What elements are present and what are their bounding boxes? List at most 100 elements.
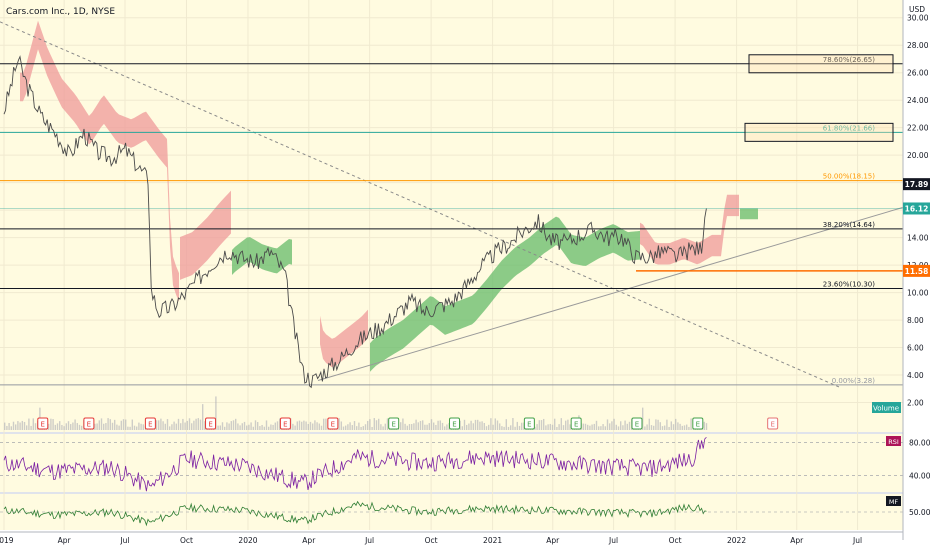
volume-bar [19, 422, 21, 430]
volume-bar [325, 418, 327, 430]
volume-bar [76, 423, 78, 430]
volume-bar [105, 423, 107, 430]
volume-bar [492, 424, 494, 430]
volume-bar [404, 423, 406, 430]
volume-bar [166, 419, 169, 430]
volume-bar [496, 420, 499, 430]
volume-bar [17, 421, 19, 430]
volume-bar [263, 426, 265, 430]
volume-bar [505, 419, 507, 430]
price-badge-text: 17.89 [905, 180, 929, 189]
volume-bar [433, 422, 435, 430]
volume-bar [439, 420, 441, 430]
earnings-marker [692, 417, 704, 430]
volume-bar [48, 423, 50, 430]
volume-bar [606, 419, 609, 430]
volume-bar [318, 423, 320, 430]
rsi-badge [886, 436, 901, 446]
y-tick-label: 24.00 [907, 96, 929, 105]
volume-bar [681, 425, 683, 430]
volume-bar [369, 419, 371, 430]
earnings-marker [327, 417, 339, 430]
volume-bar [12, 421, 15, 430]
chart-title: Cars.com Inc., 1D, NYSE [6, 7, 115, 17]
earnings-marker-letter: E [696, 421, 700, 429]
y-tick-label: 10.00 [907, 289, 929, 298]
volume-bar [441, 422, 444, 430]
volume-bar [466, 424, 468, 430]
volume-bar [444, 426, 446, 430]
pane-divider [0, 432, 903, 434]
volume-bar [193, 420, 195, 430]
price-badge-text: 11.58 [905, 267, 929, 276]
volume-bar [602, 424, 604, 430]
volume-bar [50, 418, 52, 430]
price-badge [903, 202, 930, 215]
x-tick-label: 2021 [483, 536, 502, 545]
rsi-pane[interactable] [0, 434, 903, 492]
volume-bar [406, 425, 408, 430]
volume-bar [595, 420, 598, 430]
volume-bar [461, 426, 463, 430]
volume-bar [182, 418, 184, 430]
volume-bar [171, 424, 173, 430]
earnings-marker-letter: E [41, 421, 45, 429]
volume-bar [221, 422, 224, 430]
volume-bar [474, 419, 477, 430]
volume-bar [481, 421, 483, 430]
volume-bar [672, 424, 675, 430]
volume-bar [239, 425, 241, 430]
earnings-marker-letter: E [770, 421, 774, 429]
volume-bar [661, 426, 664, 430]
volume-bar [316, 422, 318, 430]
volume-label: Volume [873, 405, 899, 413]
volume-bar [250, 422, 252, 430]
volume-bar [257, 422, 259, 430]
volume-bar [305, 421, 307, 430]
volume-bar [703, 421, 705, 430]
volume-bar [237, 423, 239, 430]
price-badge [903, 178, 930, 191]
volume-bar [52, 419, 54, 430]
volume-bar [556, 426, 558, 430]
volume-bar [510, 425, 512, 430]
volume-bar [382, 426, 384, 430]
volume-bar [72, 422, 74, 430]
volume-bar [518, 425, 521, 430]
earnings-marker-letter: E [452, 421, 456, 429]
volume-bar [30, 425, 32, 430]
volume-bar [490, 418, 492, 430]
volume-bar [100, 418, 103, 430]
volume-bar [109, 419, 111, 430]
volume-bar [243, 421, 246, 430]
volume-bar [686, 424, 688, 430]
volume-bar [664, 425, 666, 430]
volume-bar [419, 420, 422, 430]
fib-box [744, 122, 894, 142]
volume-bar [422, 420, 424, 430]
volume-bar [70, 424, 72, 430]
volume-bar [620, 421, 622, 430]
volume-bar [459, 420, 461, 430]
y-tick-label: 30.00 [907, 14, 929, 23]
volume-bar [499, 423, 501, 430]
y-tick-label: 14.00 [907, 234, 929, 243]
fib-label: 50.00%(18.15) [823, 173, 875, 181]
volume-bar [402, 418, 404, 430]
volume-bar [690, 418, 692, 430]
volume-bar [272, 424, 274, 430]
volume-bar [125, 419, 127, 430]
volume-bar [426, 424, 428, 430]
volume-bar [362, 426, 364, 430]
cloud-segment [180, 190, 231, 280]
currency-label: USD [909, 5, 925, 14]
y-tick-label: 6.00 [907, 344, 924, 353]
volume-bar [340, 421, 342, 430]
volume-bar [589, 425, 591, 430]
volume-bar [342, 426, 345, 430]
volume-bar [138, 422, 140, 430]
volume-bar [666, 419, 668, 430]
volume-bar [479, 421, 481, 430]
y-tick-label: 20.00 [907, 151, 929, 160]
